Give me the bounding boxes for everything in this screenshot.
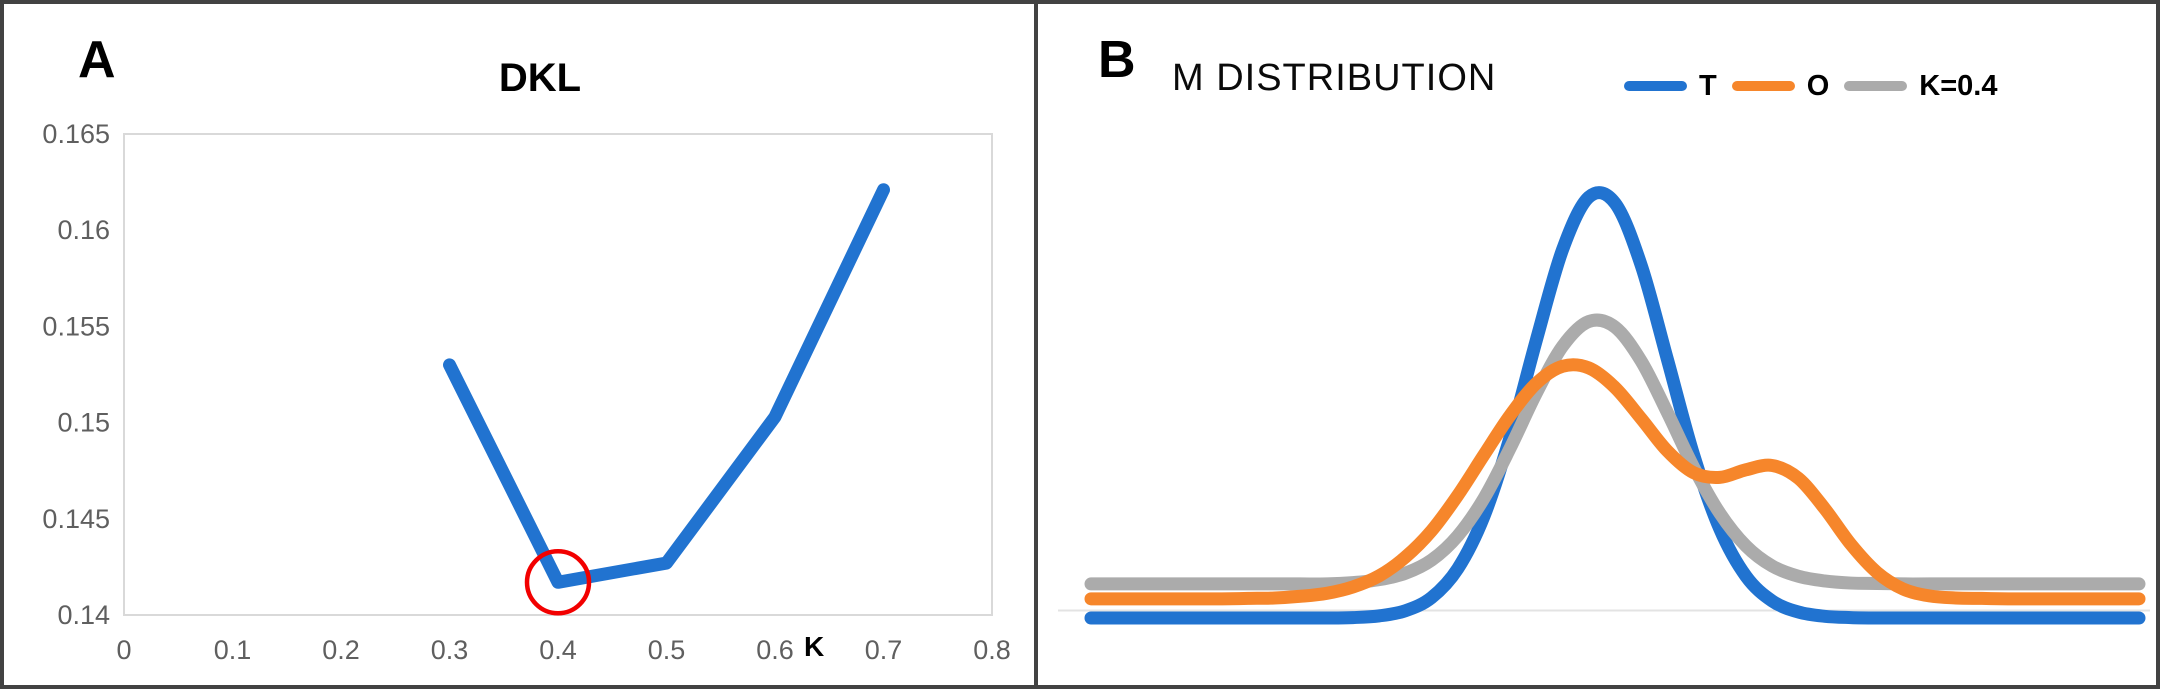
curve-o (1084, 358, 2146, 606)
legend-label: T (1699, 69, 1717, 102)
y-tick-label: 0.145 (42, 504, 110, 534)
dkl-chart-title: DKL (498, 56, 582, 100)
y-tick-label: 0.15 (57, 408, 110, 438)
panel-divider (1034, 4, 1038, 685)
minimum-highlight-circle (524, 549, 592, 616)
y-tick-label: 0.155 (42, 311, 110, 341)
x-tick-label: 0.8 (973, 635, 1011, 665)
x-tick-label: 0.6 (756, 635, 794, 665)
m-distribution-title: M DISTRIBUTION (1172, 57, 1497, 99)
legend-item-t: T (1624, 69, 1717, 102)
panel-a-label: A (78, 31, 116, 89)
legend-label: O (1806, 69, 1830, 102)
legend-swatch (1731, 81, 1795, 91)
legend-item-o: O (1731, 69, 1830, 102)
legend: T O K=0.4 (1624, 64, 1997, 108)
x-axis-title-k: K (804, 631, 825, 662)
x-tick-label: 0.1 (214, 635, 252, 665)
legend-item-k-0-4: K=0.4 (1844, 69, 1998, 102)
x-tick-label: 0 (116, 635, 131, 665)
x-tick-label: 0.4 (539, 635, 577, 665)
legend-label: K=0.4 (1919, 69, 1998, 102)
x-tick-label: 0.3 (431, 635, 469, 665)
y-tick-label: 0.14 (57, 600, 110, 630)
curve-k-0-4 (1084, 313, 2146, 591)
y-tick-label: 0.16 (57, 215, 110, 245)
legend-swatch (1624, 81, 1687, 91)
curve-t (1084, 186, 2146, 625)
panel-b-label: B (1098, 31, 1136, 89)
dkl-line (443, 183, 890, 589)
x-tick-label: 0.2 (322, 635, 360, 665)
legend-swatch (1844, 81, 1908, 91)
figure-svg: 0.14 0.145 0.15 0.155 0.16 0.165 0 0.1 0.2 0.3 0.4… (42, 119, 2150, 665)
dkl-plot-area (123, 133, 993, 616)
x-tick-label: 0.5 (648, 635, 686, 665)
y-tick-label: 0.165 (42, 119, 110, 149)
x-tick-label: 0.7 (865, 635, 903, 665)
